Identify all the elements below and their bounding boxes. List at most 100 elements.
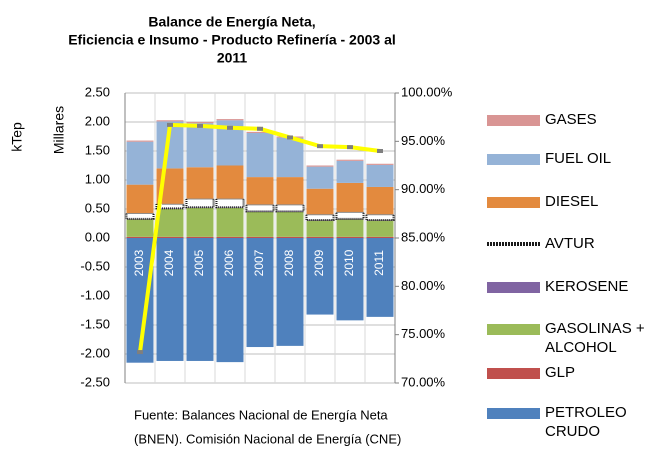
- bar-segment: [306, 166, 334, 189]
- legend-label: DIESEL: [545, 193, 599, 210]
- bar-segment: [186, 167, 214, 199]
- y-tick-label: -1.00: [80, 287, 110, 302]
- bar-segment: [216, 236, 244, 238]
- line-marker: [377, 149, 383, 153]
- bar-segment: [306, 188, 334, 215]
- bar-segment: [305, 213, 335, 222]
- bar-segment: [216, 207, 244, 237]
- bar-segment: [335, 210, 365, 220]
- bar-segment: [336, 182, 364, 212]
- bar-segment: [156, 238, 184, 361]
- bar-segment: [126, 184, 154, 214]
- x-tick-label: 2009: [312, 249, 326, 276]
- y-tick-label: -0.50: [80, 258, 110, 273]
- bar-segment: [156, 208, 184, 209]
- y2-tick-label: 75.00%: [401, 326, 446, 341]
- legend-swatch: [487, 197, 540, 208]
- y-tick-label: 1.50: [85, 142, 110, 157]
- bar-segment: [186, 122, 214, 124]
- bar-segment: [365, 213, 395, 222]
- bar-segment: [276, 211, 304, 237]
- y2-tick-label: 100.00%: [401, 84, 453, 99]
- bar-segment: [336, 160, 364, 183]
- bar-segment: [366, 186, 394, 215]
- y2-tick-label: 85.00%: [401, 229, 446, 244]
- legend-swatch: [487, 408, 540, 419]
- bar-segment: [125, 212, 155, 220]
- legend-label: GASES: [545, 111, 597, 128]
- bar-segment: [306, 165, 334, 167]
- bar-segment: [126, 219, 154, 237]
- bar-segment: [366, 236, 394, 238]
- bar-segment: [216, 207, 244, 208]
- bar-segment: [186, 207, 214, 237]
- bar-segment: [246, 238, 274, 348]
- bar-segment: [306, 236, 334, 238]
- bar-segment: [366, 238, 394, 317]
- line-marker: [347, 145, 353, 150]
- legend-label: PETROLEO CRUDO: [545, 404, 627, 440]
- bar-segment: [216, 238, 244, 363]
- x-tick-label: 2007: [252, 249, 266, 276]
- legend-swatch: [487, 368, 540, 379]
- line-marker: [287, 135, 293, 140]
- bar-segment: [276, 211, 304, 212]
- bar-segment: [366, 163, 394, 165]
- bar-segment: [246, 236, 274, 238]
- bar-segment: [186, 123, 214, 168]
- x-tick-label: 2004: [162, 249, 176, 276]
- legend-label: KEROSENE: [545, 278, 629, 295]
- bar-segment: [336, 159, 364, 161]
- y-axis-label: Millares: [51, 106, 67, 154]
- line-marker: [317, 144, 323, 149]
- legend-swatch: [487, 154, 540, 165]
- y-tick-label: 0.00: [85, 229, 110, 244]
- y-tick-label: 0.50: [85, 200, 110, 215]
- line-marker: [257, 126, 263, 131]
- x-tick-label: 2006: [222, 249, 236, 276]
- bar-segment: [246, 211, 274, 212]
- x-tick-label: 2011: [372, 250, 386, 276]
- x-tick-label: 2010: [342, 249, 356, 276]
- source-note: (BNEN). Comisión Nacional de Energía (CN…: [134, 431, 401, 446]
- bar-segment: [245, 203, 275, 213]
- legend-label: FUEL OIL: [545, 150, 612, 167]
- bar-segment: [306, 220, 334, 237]
- bar-segment: [216, 165, 244, 199]
- legend-label: AVTUR: [545, 235, 595, 252]
- legend-swatch: [487, 115, 540, 126]
- bar-segment: [275, 203, 305, 213]
- y-tick-label: 1.00: [85, 171, 110, 186]
- bar-segment: [126, 140, 154, 142]
- bar-segment: [336, 219, 364, 237]
- bar-segment: [366, 164, 394, 187]
- bar-segment: [156, 236, 184, 238]
- bar-segment: [366, 220, 394, 237]
- x-tick-label: 2008: [282, 249, 296, 276]
- legend-swatch: [487, 282, 540, 293]
- bar-segment: [276, 238, 304, 346]
- bar-segment: [186, 236, 214, 238]
- bar-segment: [156, 120, 184, 122]
- x-tick-label: 2005: [192, 249, 206, 276]
- y-tick-label: 2.00: [85, 113, 110, 128]
- bar-segment: [216, 119, 244, 121]
- bar-segment: [276, 177, 304, 205]
- bar-segment: [276, 137, 304, 178]
- bar-segment: [306, 238, 334, 315]
- legend-label: GLP: [545, 364, 576, 381]
- bar-segment: [186, 207, 214, 208]
- bar-segment: [185, 197, 215, 209]
- bar-segment: [126, 141, 154, 185]
- x-tick-label: 2003: [132, 249, 146, 276]
- bar-segment: [246, 211, 274, 237]
- bar-segment: [246, 177, 274, 205]
- line-marker: [137, 350, 143, 355]
- y-tick-label: -2.00: [80, 345, 110, 360]
- bar-segment: [336, 218, 364, 220]
- chart-title: Eficiencia e Insumo - Producto Refinería…: [68, 32, 396, 48]
- bar-segment: [276, 236, 304, 238]
- bar-segment: [155, 202, 185, 210]
